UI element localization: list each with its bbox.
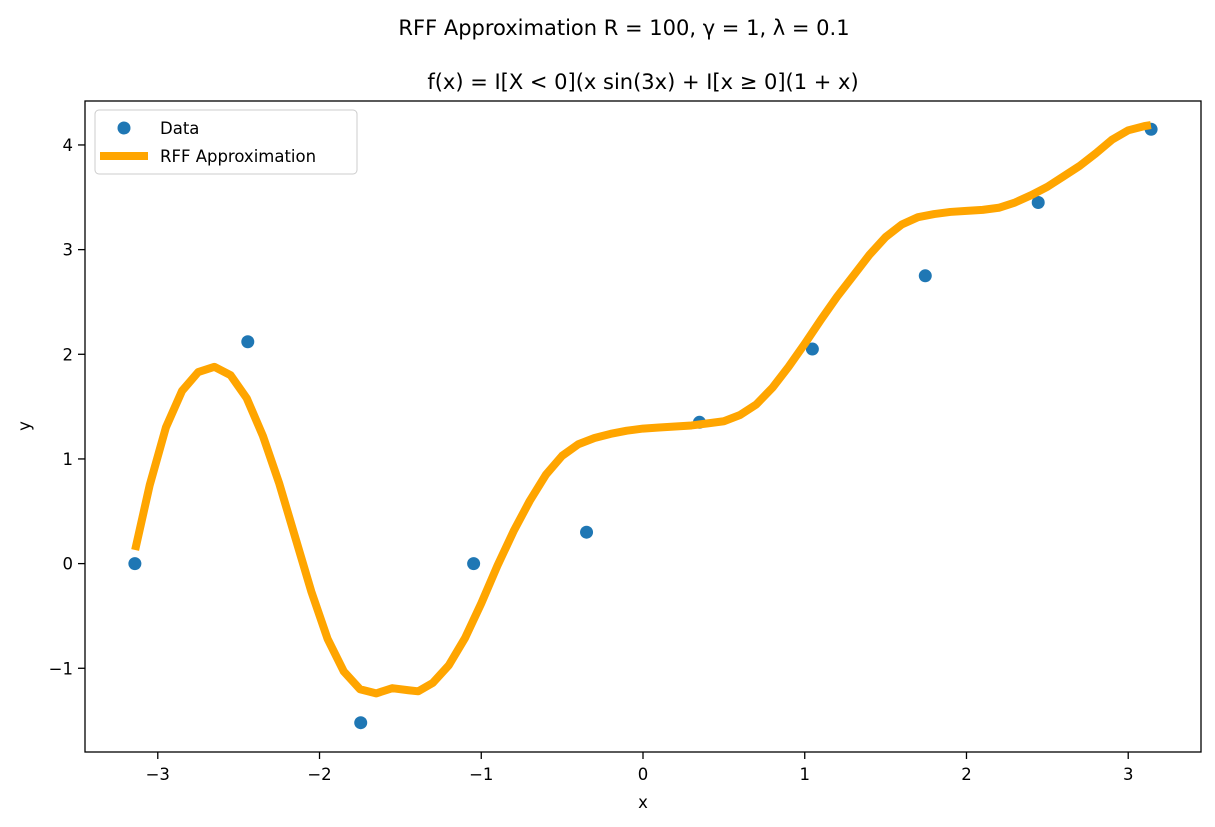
plot-area <box>128 121 1158 730</box>
legend-label-data: Data <box>160 119 199 138</box>
legend-frame <box>94 109 358 175</box>
x-tick-label: −3 <box>146 765 170 784</box>
data-point <box>918 269 932 283</box>
x-tick-label: −2 <box>307 765 331 784</box>
y-tick-label: −1 <box>49 659 73 678</box>
data-point <box>354 716 368 730</box>
x-tick-label: 2 <box>961 765 972 784</box>
data-point <box>241 335 255 349</box>
y-tick-label: 3 <box>63 241 74 260</box>
legend-data-marker <box>117 121 131 135</box>
y-axis-label: y <box>15 421 34 431</box>
data-point <box>467 557 481 571</box>
y-axis: −1 0 1 2 3 4 <box>49 136 85 678</box>
y-tick-label: 0 <box>63 555 74 574</box>
x-tick-label: 3 <box>1123 765 1134 784</box>
chart-suptitle: RFF Approximation R = 100, γ = 1, λ = 0.… <box>398 16 849 40</box>
legend-label-rff: RFF Approximation <box>160 147 316 166</box>
x-tick-label: 0 <box>638 765 649 784</box>
data-point <box>128 557 142 571</box>
data-point <box>805 342 819 356</box>
y-tick-label: 1 <box>63 450 74 469</box>
data-point <box>580 525 594 539</box>
data-point <box>1031 196 1045 210</box>
x-tick-label: 1 <box>799 765 810 784</box>
y-tick-label: 2 <box>63 345 74 364</box>
x-axis: −3 −2 −1 0 1 2 3 <box>146 752 1134 784</box>
x-axis-label: x <box>638 793 648 812</box>
legend: Data RFF Approximation <box>94 109 358 175</box>
rff-approximation-line <box>131 121 1152 698</box>
chart-title: f(x) = I[X < 0](x sin(3x) + I[x ≥ 0](1 +… <box>427 70 858 94</box>
y-tick-label: 4 <box>63 136 74 155</box>
x-tick-label: −1 <box>469 765 493 784</box>
